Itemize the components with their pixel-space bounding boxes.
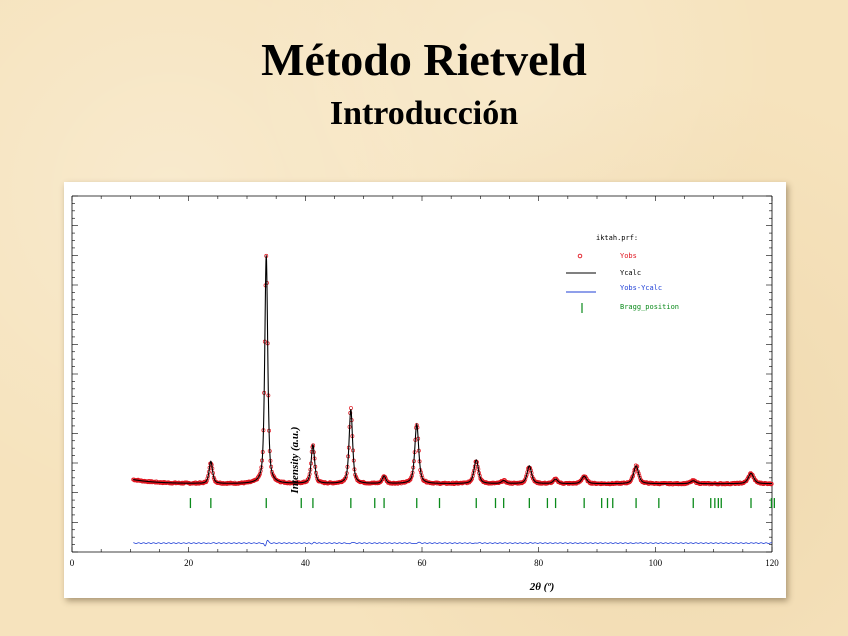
legend-label-bragg: Bragg_position	[620, 303, 679, 311]
observed-point	[584, 476, 589, 481]
plot-frame	[71, 195, 773, 553]
observed-point	[629, 478, 633, 483]
y-axis-label: Intensity (a.u.)	[289, 427, 301, 495]
x-axis-label: 2θ (º)	[529, 581, 555, 593]
rietveld-figure: 0 20 40 60 80 100 120 Intensity (a.u.) 2θ (º) …	[64, 182, 786, 598]
legend-title: iktah.prf:	[596, 234, 638, 242]
observed-point	[408, 477, 413, 482]
slide-title: Método Rietveld	[261, 34, 587, 85]
legend-swatch-yobs	[577, 253, 583, 259]
x-tick-label: 120	[765, 558, 779, 568]
x-tick-label: 0	[70, 558, 75, 568]
slide-subtitle: Introducción	[329, 95, 519, 132]
legend-item-diff: Yobs-Ycalc	[566, 284, 662, 293]
legend-label-diff: Yobs-Ycalc	[620, 284, 662, 292]
legend-item-ycalc: Ycalc	[566, 269, 641, 277]
observed-point	[420, 475, 425, 480]
x-tick-label: 80	[534, 558, 544, 568]
x-tick-label: 40	[301, 558, 311, 568]
legend-item-yobs: Yobs	[577, 252, 637, 260]
x-tick-label: 20	[184, 558, 194, 568]
difference-line	[133, 539, 773, 547]
legend: iktah.prf: Yobs Ycalc Yobs-Ycalc Bragg_p…	[566, 234, 679, 313]
observed-point	[220, 481, 225, 486]
x-tick-label: 60	[418, 558, 428, 568]
observed-points	[131, 253, 774, 487]
legend-item-bragg: Bragg_position	[581, 303, 679, 313]
observed-point	[306, 477, 311, 482]
observed-point	[498, 479, 503, 484]
observed-point	[523, 477, 528, 482]
rietveld-plot: 0 20 40 60 80 100 120 Intensity (a.u.) 2θ (º) …	[70, 195, 780, 593]
legend-label-yobs: Yobs	[620, 252, 637, 260]
x-tick-labels: 0 20 40 60 80 100 120	[70, 558, 780, 568]
bragg-markers	[189, 498, 775, 509]
axis-ticks	[71, 195, 773, 553]
calculated-line	[133, 255, 773, 485]
x-tick-label: 100	[649, 558, 663, 568]
observed-point	[349, 406, 353, 410]
legend-label-ycalc: Ycalc	[620, 269, 641, 277]
